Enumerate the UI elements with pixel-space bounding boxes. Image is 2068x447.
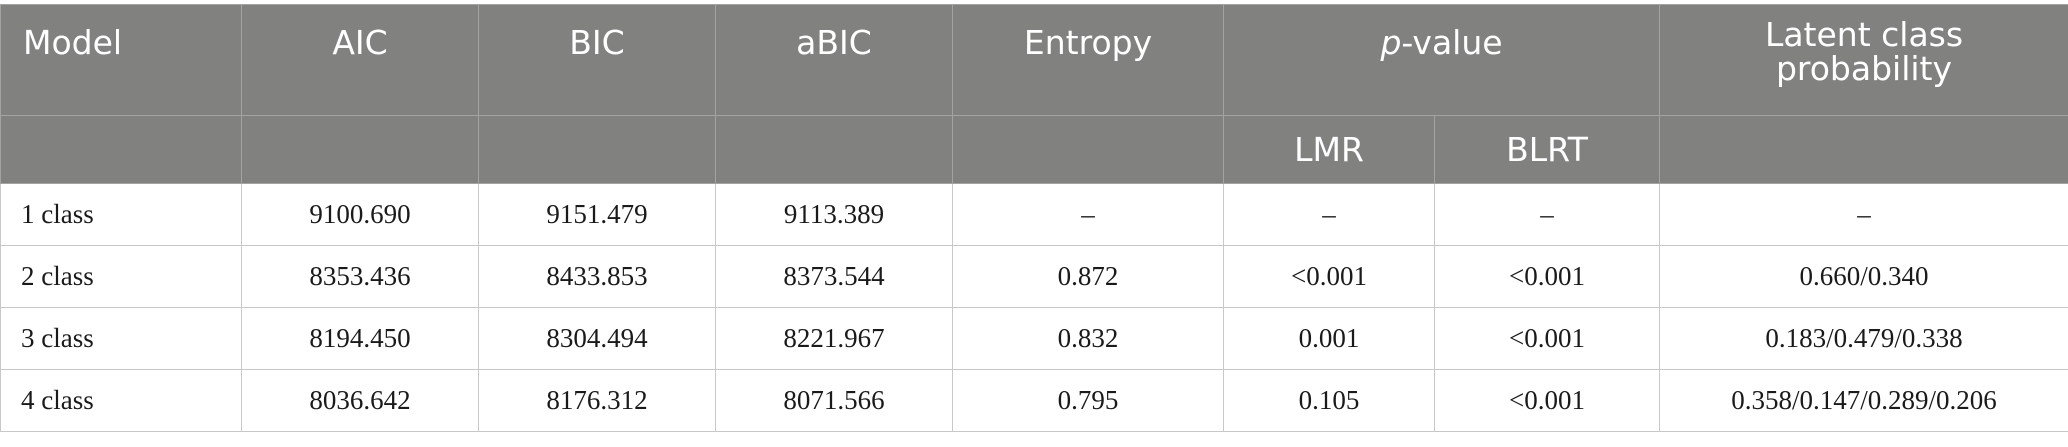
- cell-aic: 8036.642: [241, 369, 479, 432]
- header-empty-1: [0, 115, 242, 184]
- header-lmr: LMR: [1223, 115, 1435, 184]
- cell-probability: –: [1659, 183, 2068, 246]
- cell-entropy: 0.795: [952, 369, 1224, 432]
- header-aic: AIC: [241, 4, 479, 116]
- cell-bic: 9151.479: [478, 183, 716, 246]
- table-row: 2 class 8353.436 8433.853 8373.544 0.872…: [0, 245, 2068, 308]
- cell-bic: 8304.494: [478, 307, 716, 370]
- cell-entropy: 0.872: [952, 245, 1224, 308]
- header-model: Model: [0, 4, 242, 116]
- cell-model: 3 class: [0, 307, 242, 370]
- header-pvalue-suffix: -value: [1401, 23, 1503, 62]
- model-fit-table: Model AIC BIC aBIC Entropy p-value Laten…: [0, 4, 2068, 432]
- cell-abic: 9113.389: [715, 183, 953, 246]
- cell-aic: 8194.450: [241, 307, 479, 370]
- cell-model: 2 class: [0, 245, 242, 308]
- header-abic: aBIC: [715, 4, 953, 116]
- header-latent-line2: probability: [1775, 49, 1953, 88]
- cell-aic: 9100.690: [241, 183, 479, 246]
- cell-lmr: 0.105: [1223, 369, 1435, 432]
- cell-model: 4 class: [0, 369, 242, 432]
- table-row: 4 class 8036.642 8176.312 8071.566 0.795…: [0, 369, 2068, 432]
- cell-model: 1 class: [0, 183, 242, 246]
- header-bic: BIC: [478, 4, 716, 116]
- cell-entropy: –: [952, 183, 1224, 246]
- header-row-1: Model AIC BIC aBIC Entropy p-value Laten…: [0, 4, 2068, 116]
- cell-lmr: <0.001: [1223, 245, 1435, 308]
- header-empty-2: [241, 115, 479, 184]
- cell-blrt: <0.001: [1434, 307, 1660, 370]
- header-pvalue-p: p: [1380, 23, 1402, 62]
- header-empty-4: [715, 115, 953, 184]
- header-blrt: BLRT: [1434, 115, 1660, 184]
- cell-probability: 0.358/0.147/0.289/0.206: [1659, 369, 2068, 432]
- cell-aic: 8353.436: [241, 245, 479, 308]
- cell-bic: 8176.312: [478, 369, 716, 432]
- cell-blrt: <0.001: [1434, 369, 1660, 432]
- cell-lmr: –: [1223, 183, 1435, 246]
- table-row: 1 class 9100.690 9151.479 9113.389 – – –…: [0, 183, 2068, 246]
- cell-blrt: –: [1434, 183, 1660, 246]
- cell-abic: 8221.967: [715, 307, 953, 370]
- header-entropy: Entropy: [952, 4, 1224, 116]
- table-row: 3 class 8194.450 8304.494 8221.967 0.832…: [0, 307, 2068, 370]
- header-row-2: LMR BLRT: [0, 115, 2068, 184]
- cell-lmr: 0.001: [1223, 307, 1435, 370]
- header-empty-6: [1659, 115, 2068, 184]
- cell-probability: 0.183/0.479/0.338: [1659, 307, 2068, 370]
- header-latent-probability: Latent class probability: [1659, 4, 2068, 116]
- header-pvalue: p-value: [1223, 4, 1660, 116]
- header-empty-3: [478, 115, 716, 184]
- cell-entropy: 0.832: [952, 307, 1224, 370]
- cell-blrt: <0.001: [1434, 245, 1660, 308]
- cell-abic: 8071.566: [715, 369, 953, 432]
- cell-abic: 8373.544: [715, 245, 953, 308]
- cell-probability: 0.660/0.340: [1659, 245, 2068, 308]
- cell-bic: 8433.853: [478, 245, 716, 308]
- header-latent-line1: Latent class: [1764, 15, 1964, 54]
- header-empty-5: [952, 115, 1224, 184]
